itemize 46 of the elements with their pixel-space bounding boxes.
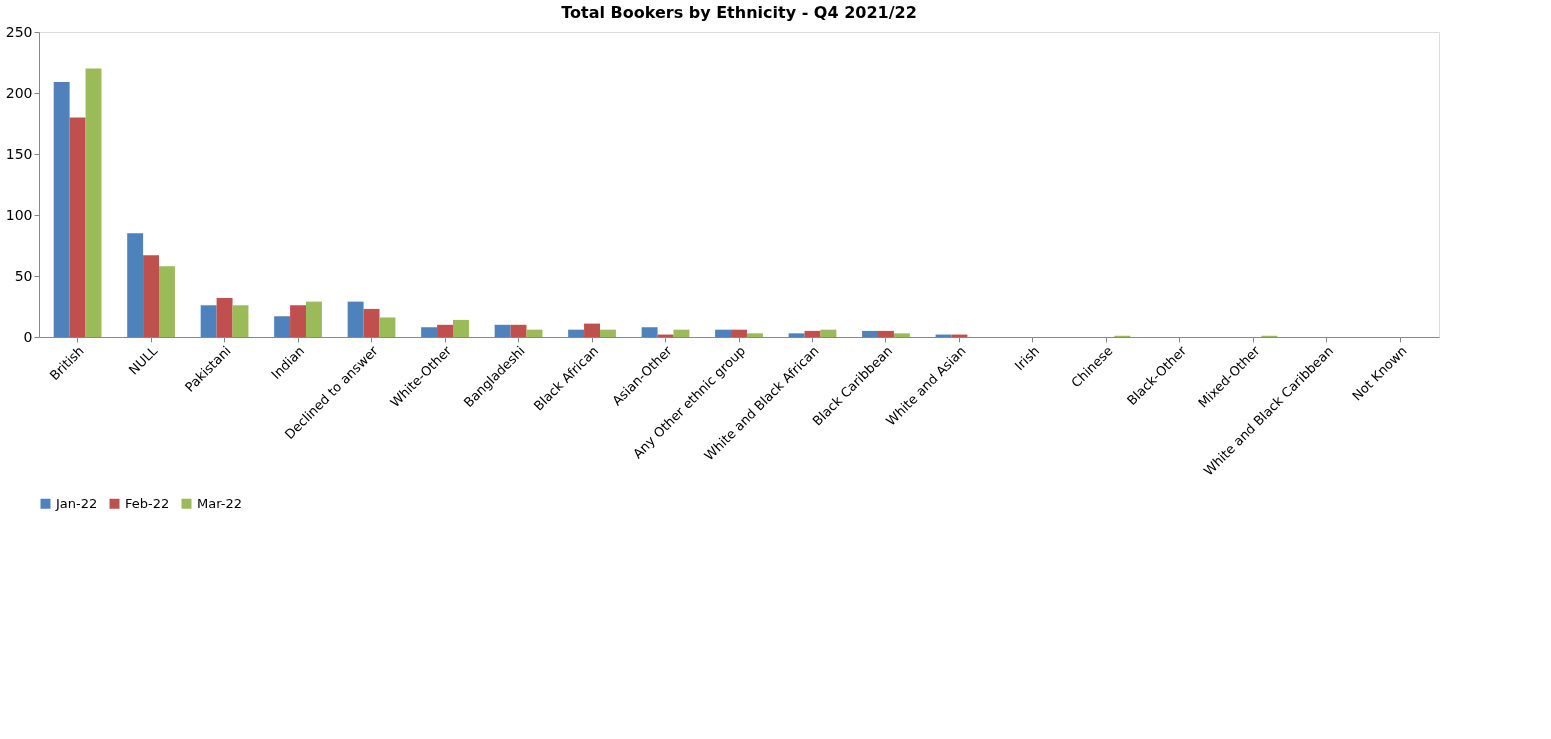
bar [820, 329, 837, 337]
bar [526, 329, 543, 337]
bar [232, 305, 249, 337]
bar [363, 308, 380, 337]
bar [69, 117, 86, 337]
bar [379, 317, 396, 337]
y-tick-label: 150 [5, 145, 33, 162]
bar [453, 319, 469, 337]
bar [290, 305, 307, 337]
bar [421, 327, 438, 337]
bar [862, 330, 879, 337]
y-tick-label: 200 [5, 84, 33, 101]
bar [788, 333, 805, 337]
legend-label: Feb-22 [125, 495, 170, 511]
chart-title: Total Bookers by Ethnicity - Q4 2021/22 [561, 3, 917, 22]
x-tick-label: Irish [1011, 343, 1043, 374]
bar [804, 330, 821, 337]
bar [216, 297, 233, 337]
bar [893, 333, 910, 337]
bar [85, 68, 102, 337]
y-tick-label: 0 [23, 328, 33, 345]
bar [200, 305, 217, 337]
bar [306, 301, 322, 337]
bar [584, 323, 600, 337]
y-tick-label: 50 [14, 267, 33, 284]
bar [746, 333, 763, 337]
legend-label: Jan-22 [55, 495, 98, 511]
bar [494, 324, 511, 337]
bar [878, 330, 894, 337]
bar [715, 329, 732, 337]
bar [53, 82, 70, 337]
legend-label: Mar-22 [197, 495, 242, 511]
bar [568, 329, 585, 337]
bar [127, 233, 144, 337]
bar [510, 324, 527, 337]
bar [731, 329, 747, 337]
bar [274, 316, 291, 337]
y-tick-label: 250 [5, 23, 33, 40]
bar [673, 329, 690, 337]
bar [437, 324, 453, 337]
bar [143, 255, 160, 337]
y-tick-label: 100 [5, 206, 33, 223]
bar [159, 266, 175, 337]
bar [641, 327, 658, 337]
bar [599, 329, 616, 337]
bar [347, 301, 364, 337]
